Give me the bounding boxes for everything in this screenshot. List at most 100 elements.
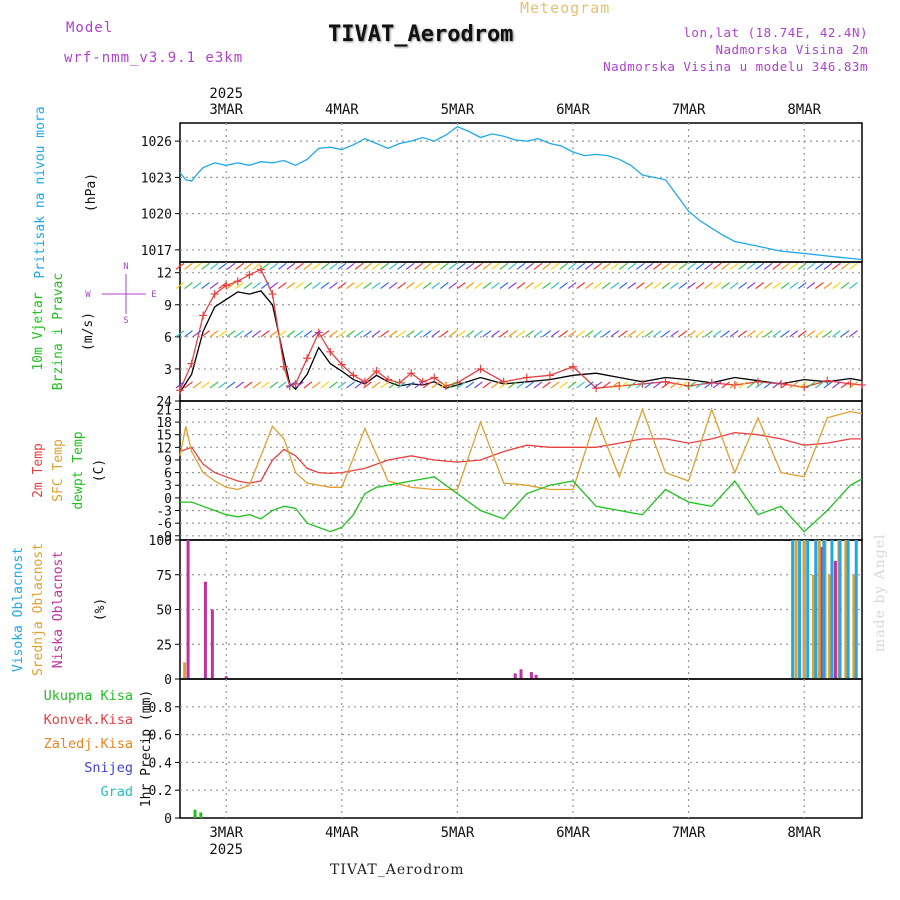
pressure-ytick-label: 1026 xyxy=(141,135,172,150)
clouds-bar-niska-oblacnost xyxy=(534,674,538,679)
wind-direction-barb xyxy=(184,381,193,389)
wind-direction-barb xyxy=(235,282,245,289)
wind-direction-barb xyxy=(755,330,765,338)
wind-direction-barb xyxy=(815,330,824,338)
model-name: wrf-nmm_v3.9.1 e3km xyxy=(64,50,244,66)
wind-direction-barb xyxy=(218,282,227,289)
wind-direction-barb xyxy=(448,330,458,338)
wind-direction-barb xyxy=(712,381,722,389)
wind-direction-barb xyxy=(550,330,560,338)
wind-direction-barb xyxy=(346,282,355,289)
wind-gust-marker xyxy=(303,354,312,363)
wind-direction-barb xyxy=(380,381,389,389)
wind-direction-barb xyxy=(439,282,449,289)
wind-direction-barb xyxy=(610,330,620,338)
bottom-day-label-4MAR: 4MAR xyxy=(325,825,359,841)
pressure-series-pritisak-na-nivou-mora xyxy=(179,125,863,261)
wind-direction-barb xyxy=(286,330,296,338)
wind-direction-barb xyxy=(525,330,534,338)
wind-direction-barb xyxy=(320,330,330,338)
bottom-day-label-8MAR: 8MAR xyxy=(787,825,821,841)
wind-panel: 24 3 6 9 12 10m Vjetar Brzina i Pravac (m/s) N E W… xyxy=(31,261,866,410)
clouds-bar-niska-oblacnost xyxy=(210,609,214,679)
wind-gust-marker xyxy=(187,359,196,368)
wind-direction-barb xyxy=(192,381,202,389)
wind-direction-barb xyxy=(320,381,330,389)
clouds-bar-niska-oblacnost xyxy=(224,676,228,679)
temperature-ytick-label: 18 xyxy=(156,416,172,431)
wind-direction-barb xyxy=(763,330,773,338)
precip-ylabel: 1hr Precip (mm) xyxy=(139,690,154,807)
clouds-ytick-label: 0 xyxy=(164,673,172,688)
wind-direction-barb xyxy=(849,262,858,270)
wind-direction-barb xyxy=(508,262,517,270)
wind-direction-barb xyxy=(653,381,662,389)
wind-direction-barb xyxy=(806,381,816,389)
precip-legend-konvek-kisa: Konvek.Kisa xyxy=(44,712,133,728)
wind-direction-barb xyxy=(763,381,773,389)
wind-direction-barb xyxy=(491,262,500,270)
wind-direction-barb xyxy=(201,330,210,338)
wind-ylabel: (m/s) xyxy=(81,312,96,351)
top-day-label-6MAR: 6MAR xyxy=(556,102,590,118)
clouds-bar-srednja-oblacnost xyxy=(811,574,815,679)
bottom-day-label-5MAR: 5MAR xyxy=(441,825,475,841)
wind-series-wind_speed xyxy=(179,290,863,393)
wind-direction-barb xyxy=(516,262,526,270)
wind-direction-barb xyxy=(789,381,799,389)
wind-direction-barb xyxy=(508,330,517,338)
wind-direction-barb xyxy=(636,330,645,338)
wind-direction-barb xyxy=(303,381,313,389)
wind-direction-barb xyxy=(593,330,603,338)
wind-direction-barb xyxy=(712,282,722,289)
wind-direction-barb xyxy=(610,381,620,389)
wind-direction-barb xyxy=(610,262,620,270)
wind-direction-barb xyxy=(354,381,364,389)
wind-direction-barb xyxy=(277,262,287,270)
wind-direction-barb xyxy=(456,262,466,270)
pressure-panel: 1017 1020 1023 1026 Pritisak na nivou mora (h… xyxy=(33,106,863,279)
wind-direction-barb xyxy=(312,381,321,389)
wind-direction-barb xyxy=(687,262,696,270)
wind-direction-barb xyxy=(746,262,756,270)
wind-direction-barb xyxy=(678,282,688,289)
precip-legend-snijeg: Snijeg xyxy=(84,760,133,776)
clouds-bar-srednja-oblacnost xyxy=(802,540,806,679)
wind-direction-barb xyxy=(670,381,679,389)
wind-direction-barb xyxy=(729,262,739,270)
wind-direction-barb xyxy=(456,381,466,389)
wind-direction-barb xyxy=(201,262,210,270)
wind-direction-barb xyxy=(627,381,637,389)
wind-direction-barb xyxy=(533,381,543,389)
wind-direction-barb xyxy=(550,262,560,270)
wind-direction-barb xyxy=(729,330,739,338)
wind-direction-barb xyxy=(303,282,313,289)
wind-direction-barb xyxy=(329,262,338,270)
wind-direction-barb xyxy=(627,330,637,338)
wind-direction-barb xyxy=(499,381,509,389)
wind-direction-barb xyxy=(746,282,756,289)
wind-ytick-label: 6 xyxy=(164,331,172,346)
wind-direction-barb xyxy=(380,262,389,270)
wind-direction-barb xyxy=(235,381,245,389)
wind-direction-barb xyxy=(218,381,227,389)
temperature-ytick-label: -3 xyxy=(156,505,172,520)
wind-direction-barb xyxy=(388,381,398,389)
wind-direction-barb xyxy=(260,282,270,289)
temperature-ytick-label: 9 xyxy=(164,454,172,469)
wind-direction-barb xyxy=(584,282,594,289)
wind-direction-barb xyxy=(192,330,202,338)
wind-direction-barb xyxy=(738,381,747,389)
wind-direction-barb xyxy=(832,330,841,338)
wind-direction-barb xyxy=(525,262,534,270)
wind-gust-marker xyxy=(684,382,693,391)
wind-direction-barb xyxy=(661,381,671,389)
wind-direction-barb xyxy=(184,330,193,338)
wind-direction-barb xyxy=(295,381,304,389)
wind-title: Brzina i Pravac xyxy=(51,273,66,390)
wind-direction-barb xyxy=(337,330,347,338)
wind-direction-barb xyxy=(789,282,799,289)
wind-gust-marker xyxy=(176,386,184,395)
wind-direction-barb xyxy=(405,381,415,389)
